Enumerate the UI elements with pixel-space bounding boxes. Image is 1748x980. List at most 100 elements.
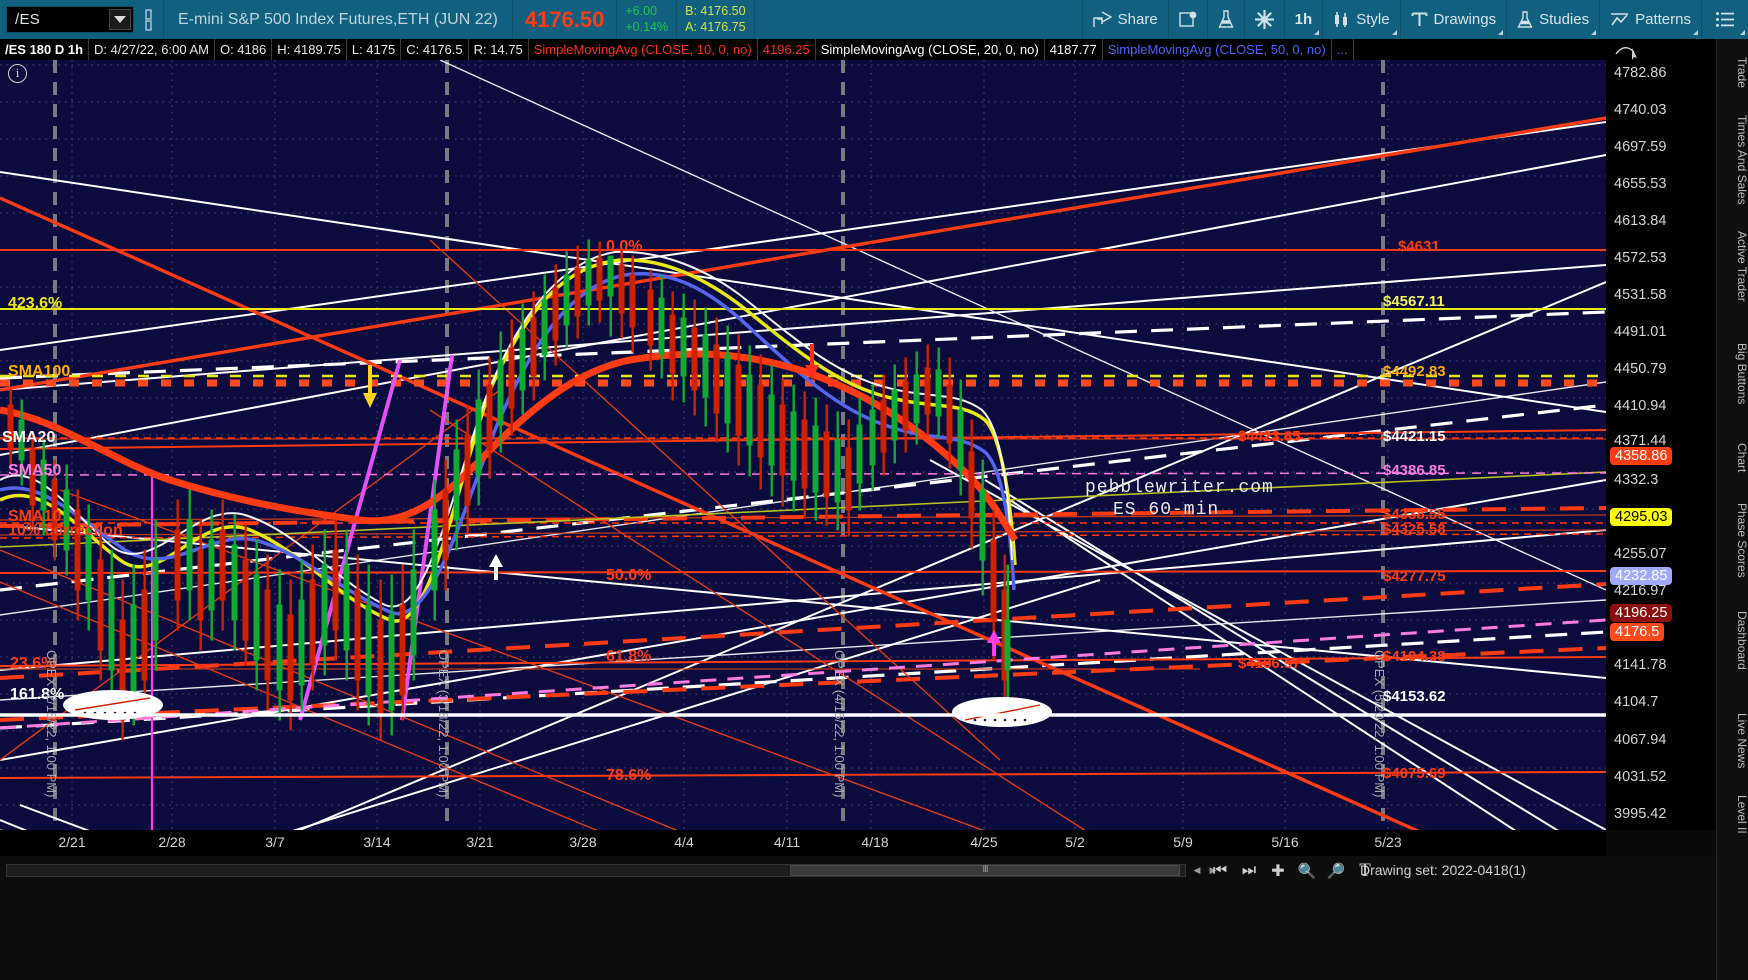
price-tag-darkred: 4196.25: [1610, 604, 1673, 622]
date-tick: 5/16: [1271, 834, 1299, 850]
rail-item-phase-scores[interactable]: Phase Scores: [1735, 503, 1748, 578]
opex-label-feb: OPEX (2/18/22, 1:00 PM): [44, 650, 59, 798]
watermark-line2: ES 60-min: [1113, 500, 1220, 520]
chevron-down-icon[interactable]: [109, 9, 131, 30]
patterns-label: Patterns: [1635, 11, 1691, 28]
share-label: Share: [1117, 11, 1158, 28]
price-level-4277: $4277.75: [1383, 568, 1446, 585]
chart-tool-buttons: ⏮ ⏭ ✚ 🔍 🔎 T: [1210, 860, 1375, 882]
scroll-left-arrow-icon[interactable]: ◀: [1193, 865, 1201, 875]
top-toolbar: /ES E-mini S&P 500 Index Futures,ETH (JU…: [0, 0, 1748, 39]
price-chart[interactable]: i pebblewriter.com ES 60-min 423.6% SMA1…: [0, 60, 1606, 830]
up-arrow-white: [489, 554, 503, 580]
price-tick: 4371.44: [1614, 433, 1667, 449]
rail-item-big-buttons[interactable]: Big Buttons: [1735, 343, 1748, 405]
flask-icon[interactable]: [1208, 0, 1244, 39]
chart-label-sma10: SMA10: [8, 508, 62, 525]
crosshair-icon[interactable]: ✚: [1271, 863, 1285, 880]
price-level-4075: $4075.69: [1383, 765, 1446, 782]
rail-item-dashboard[interactable]: Dashboard: [1735, 611, 1748, 670]
symbol-selector[interactable]: /ES: [0, 6, 134, 33]
patterns-button[interactable]: Patterns: [1600, 0, 1701, 39]
rail-item-level-ii[interactable]: Level II: [1735, 795, 1748, 834]
symbol-input[interactable]: /ES: [6, 6, 134, 33]
step-back-icon[interactable]: ⏮: [1212, 862, 1228, 879]
hamburger-icon[interactable]: [1702, 0, 1748, 39]
change-percent: +0.14%: [625, 19, 669, 34]
link-icon[interactable]: [134, 0, 163, 39]
change-absolute: +6.00: [625, 4, 657, 19]
price-axis[interactable]: 4782.86 4740.03 4697.59 4655.53 4613.84 …: [1606, 47, 1716, 830]
rail-item-active-trader[interactable]: Active Trader: [1735, 231, 1748, 302]
study-label-sma50[interactable]: SimpleMovingAvg (CLOSE, 50, 0, no): [1103, 39, 1332, 60]
price-tick: 4491.01: [1614, 324, 1667, 340]
scroll-right-arrow-icon[interactable]: ▶: [1209, 865, 1217, 875]
info-alert-icon[interactable]: i: [8, 64, 27, 83]
zoom-in-icon[interactable]: 🔍: [1297, 863, 1317, 880]
price-tick: 4572.53: [1614, 250, 1667, 266]
style-button[interactable]: Style: [1323, 0, 1399, 39]
text-tool-icon[interactable]: T: [1359, 860, 1371, 881]
step-forward-icon[interactable]: ⏭: [1241, 862, 1257, 879]
date-axis[interactable]: 2/21 2/28 3/7 3/14 3/21 3/28 4/4 4/11 4/…: [0, 830, 1606, 856]
study-label-sma20[interactable]: SimpleMovingAvg (CLOSE, 20, 0, no): [816, 39, 1045, 60]
price-tick: 4450.79: [1614, 361, 1667, 377]
price-tick: 3995.42: [1614, 806, 1667, 822]
studies-button[interactable]: Studies: [1507, 0, 1599, 39]
right-sidebar-rail: Trade Times And Sales Active Trader Big …: [1716, 39, 1748, 980]
bid-ask: B: 4176.50 A: 4176.75: [677, 4, 753, 35]
timeframe-label: 1h: [1294, 11, 1313, 28]
chart-label-fib-423: 423.6%: [8, 295, 63, 312]
study-label-sma10[interactable]: SimpleMovingAvg (CLOSE, 10, 0, no): [529, 39, 758, 60]
down-arrow-red: [805, 344, 819, 380]
price-tick: 4655.53: [1614, 176, 1667, 192]
price-tick: 4410.94: [1614, 398, 1667, 414]
price-tick: 4067.94: [1614, 732, 1667, 748]
date-tick: 5/2: [1065, 834, 1085, 850]
last-price: 4176.50: [524, 6, 605, 32]
opex-label-may: OPEX (5/20/22, 1:00 PM): [1372, 650, 1387, 798]
chart-scrollbar-thumb[interactable]: [790, 865, 1180, 876]
drawings-label: Drawings: [1433, 11, 1497, 28]
rail-item-live-news[interactable]: Live News: [1735, 713, 1748, 769]
style-label: Style: [1356, 11, 1390, 28]
info-close: C: 4176.5: [401, 39, 469, 60]
price-level-4492: $4492.83: [1383, 363, 1446, 380]
rail-item-trade[interactable]: Trade: [1735, 57, 1748, 88]
chart-label-fib-236: 23.6%: [10, 655, 56, 672]
price-tick: 4332.3: [1614, 472, 1659, 488]
instrument-title: E-mini S&P 500 Index Futures,ETH (JUN 22…: [178, 10, 498, 28]
share-button[interactable]: Share: [1083, 0, 1168, 39]
chart-label-fib-786: 78.6%: [606, 767, 652, 784]
zoom-out-icon[interactable]: 🔎: [1326, 863, 1346, 880]
price-tick: 4104.7: [1614, 694, 1659, 710]
rail-item-chart[interactable]: Chart: [1735, 443, 1748, 473]
timeframe-button[interactable]: 1h: [1285, 0, 1323, 39]
price-level-4567: $4567.11: [1383, 293, 1445, 310]
date-tick: 4/4: [674, 834, 694, 850]
note-icon[interactable]: [1169, 0, 1207, 39]
gear-icon[interactable]: [1245, 0, 1284, 39]
info-low: L: 4175: [347, 39, 402, 60]
price-change: +6.00 +0.14%: [617, 4, 676, 35]
rail-item-times-sales[interactable]: Times And Sales: [1735, 115, 1748, 205]
study-value-sma20: 4187.77: [1045, 39, 1103, 60]
price-level-4153: $4153.62: [1383, 688, 1446, 705]
chart-canvas: [0, 60, 1606, 830]
price-tag-last-price: 4176.5: [1610, 623, 1665, 641]
info-range: R: 14.75: [469, 39, 529, 60]
price-level-4386: $4386.85: [1383, 462, 1446, 479]
date-tick: 3/7: [265, 834, 285, 850]
date-tick: 3/28: [569, 834, 597, 850]
price-tick: 4782.86: [1614, 65, 1667, 81]
info-high: H: 4189.75: [272, 39, 347, 60]
chart-label-sma100: SMA100: [8, 363, 71, 380]
cursor-icon: [1615, 47, 1637, 60]
price-tag-blue: 4232.85: [1610, 567, 1673, 585]
studies-label: Studies: [1539, 11, 1590, 28]
bottom-bar: ◀ ▶ ⏮ ⏭ ✚ 🔍 🔎 T Drawing set: 2022-0418(1…: [0, 856, 1716, 980]
ask-value: A: 4176.75: [685, 19, 746, 34]
drawings-button[interactable]: Drawings: [1401, 0, 1507, 39]
info-date: D: 4/27/22, 6:00 AM: [89, 39, 215, 60]
